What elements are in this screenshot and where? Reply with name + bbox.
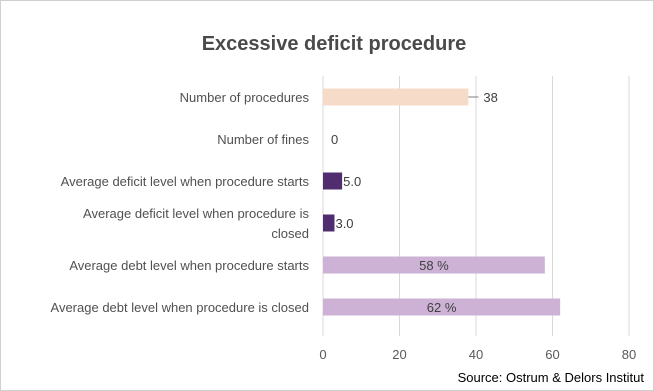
bar — [323, 214, 335, 232]
bar — [323, 298, 561, 316]
data-label: 62 % — [427, 300, 457, 315]
category-label: Average deficit level when procedure is — [83, 206, 309, 221]
category-label: Average deficit level when procedure sta… — [61, 174, 310, 189]
category-label: Average debt level when procedure is clo… — [51, 300, 309, 315]
x-tick-label: 0 — [319, 347, 326, 362]
bar — [323, 172, 343, 190]
data-label: 38 — [483, 90, 497, 105]
x-tick-label: 80 — [622, 347, 636, 362]
category-label: Number of fines — [217, 132, 309, 147]
data-labels: 38 0 5.0 3.0 58 % 62 % — [331, 90, 498, 315]
bars — [323, 88, 561, 316]
source-note: Source: Ostrum & Delors Institut — [458, 370, 645, 385]
data-label: 5.0 — [343, 174, 361, 189]
chart-title: Excessive deficit procedure — [202, 33, 467, 55]
data-label: 3.0 — [335, 216, 353, 231]
x-tick-label: 20 — [392, 347, 406, 362]
data-label: 0 — [331, 132, 338, 147]
x-axis-ticks: 0 20 40 60 80 — [319, 347, 636, 362]
category-label: closed — [271, 226, 309, 241]
gridlines — [322, 76, 630, 336]
category-label: Number of procedures — [180, 90, 310, 105]
bar — [323, 256, 545, 274]
category-labels: Number of procedures Number of fines Avera… — [51, 90, 310, 315]
x-tick-label: 60 — [545, 347, 559, 362]
data-label: 58 % — [419, 258, 449, 273]
bar — [323, 88, 469, 106]
x-tick-label: 40 — [469, 347, 483, 362]
category-label: Average debt level when procedure starts — [69, 258, 309, 273]
